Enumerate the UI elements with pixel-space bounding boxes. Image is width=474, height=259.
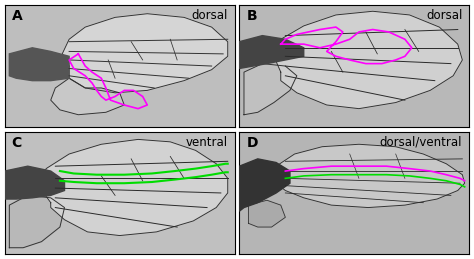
- Text: D: D: [246, 136, 258, 150]
- Text: ventral: ventral: [186, 136, 228, 149]
- Text: dorsal: dorsal: [191, 9, 228, 22]
- Polygon shape: [248, 200, 285, 227]
- Polygon shape: [9, 48, 69, 81]
- Text: A: A: [12, 9, 22, 23]
- Polygon shape: [62, 14, 228, 93]
- Polygon shape: [274, 11, 462, 109]
- Polygon shape: [239, 159, 290, 211]
- Polygon shape: [244, 64, 297, 115]
- Text: C: C: [12, 136, 22, 150]
- Polygon shape: [51, 78, 124, 115]
- Text: B: B: [246, 9, 257, 23]
- Text: dorsal: dorsal: [426, 9, 462, 22]
- Polygon shape: [239, 36, 304, 68]
- Polygon shape: [39, 139, 228, 236]
- Text: dorsal/ventral: dorsal/ventral: [380, 136, 462, 149]
- Polygon shape: [5, 166, 64, 199]
- Polygon shape: [9, 195, 64, 248]
- Polygon shape: [272, 144, 465, 207]
